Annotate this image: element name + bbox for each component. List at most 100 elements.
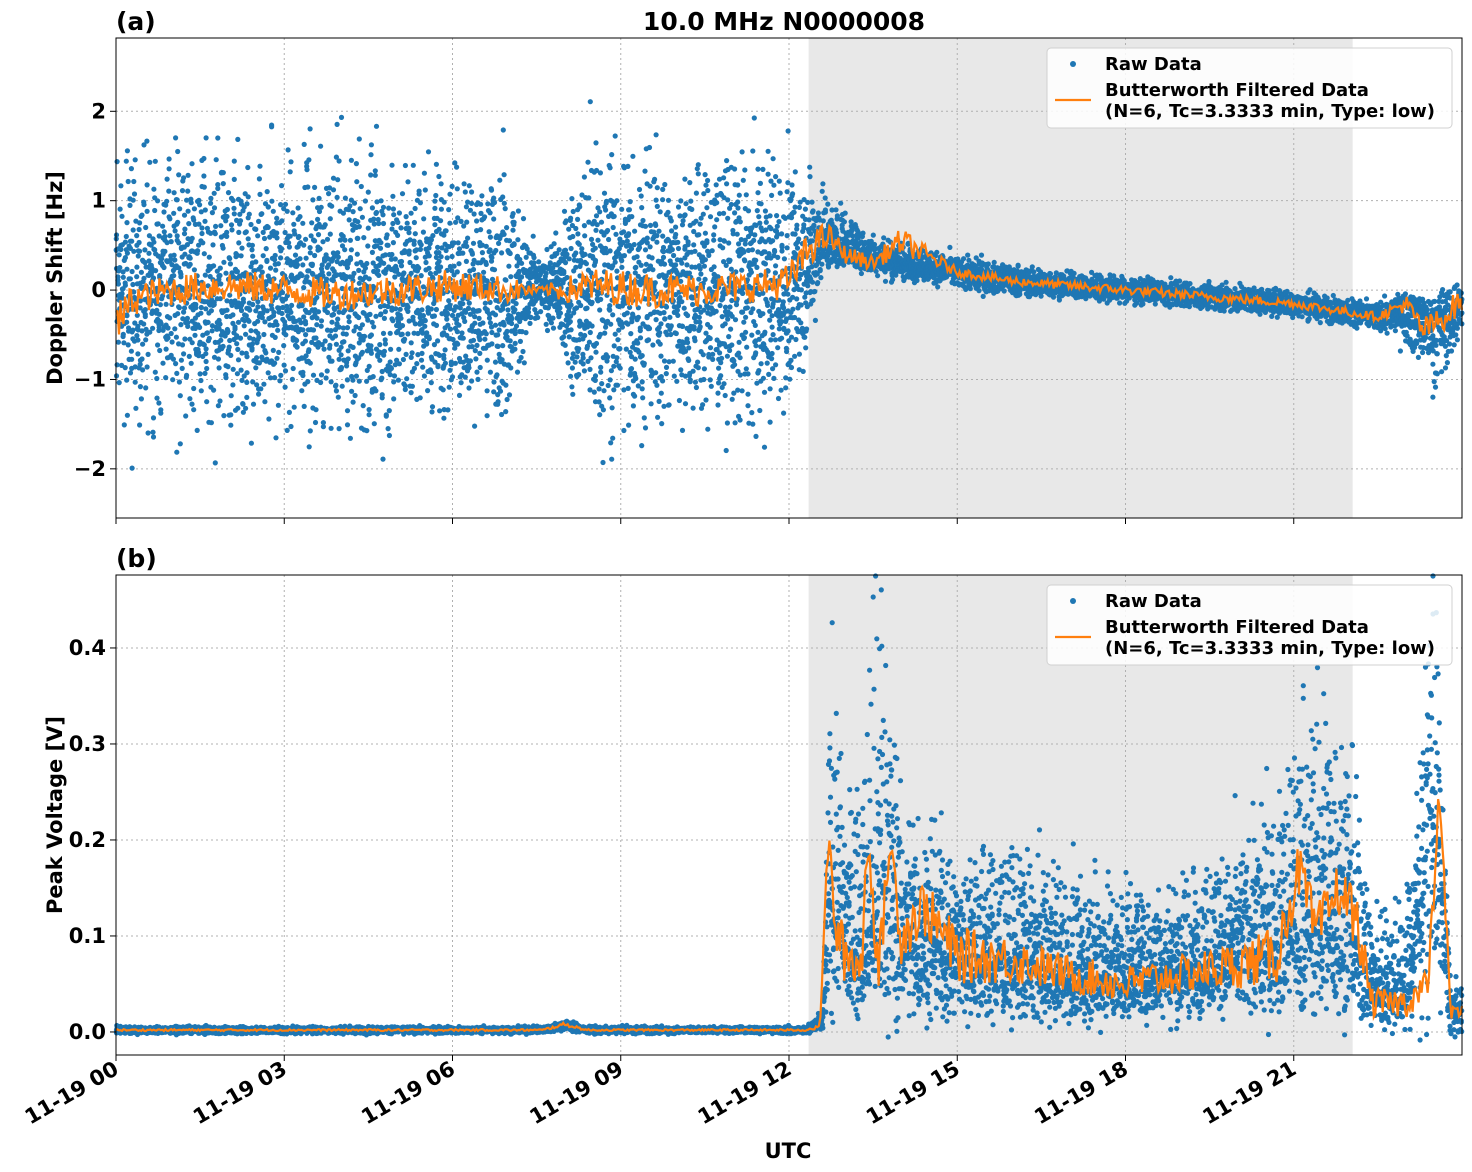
raw-data-point xyxy=(218,281,224,287)
raw-data-point xyxy=(553,230,559,236)
raw-data-point xyxy=(177,206,183,212)
raw-data-point xyxy=(630,153,636,159)
raw-data-point xyxy=(294,337,300,344)
raw-data-point xyxy=(304,167,310,173)
raw-data-point xyxy=(456,246,463,252)
raw-data-point xyxy=(436,226,442,232)
raw-data-point xyxy=(265,370,271,376)
raw-data-point xyxy=(487,234,493,240)
raw-data-point xyxy=(230,312,236,318)
raw-data-point xyxy=(625,163,631,169)
raw-data-point xyxy=(673,330,679,337)
raw-data-point xyxy=(168,330,174,337)
raw-data-point xyxy=(858,270,865,277)
raw-data-point xyxy=(254,355,260,361)
raw-data-point xyxy=(262,319,268,325)
raw-data-point xyxy=(246,318,252,324)
raw-data-point xyxy=(692,248,698,254)
raw-data-point xyxy=(235,357,242,363)
raw-data-point xyxy=(513,301,519,307)
raw-data-point xyxy=(491,267,498,273)
raw-data-point xyxy=(742,167,748,173)
raw-data-point xyxy=(142,307,148,313)
raw-data-point xyxy=(467,358,473,364)
raw-data-point xyxy=(727,347,733,354)
raw-data-point xyxy=(724,181,730,187)
raw-data-point xyxy=(499,357,505,363)
raw-data-point xyxy=(809,279,816,285)
raw-data-point xyxy=(793,336,799,343)
raw-data-point xyxy=(355,219,361,225)
raw-data-point xyxy=(405,331,411,337)
raw-data-point xyxy=(361,333,368,339)
raw-data-point xyxy=(403,351,409,357)
raw-data-point xyxy=(603,207,609,213)
raw-data-point xyxy=(725,215,731,221)
raw-data-point xyxy=(168,256,174,263)
raw-data-point xyxy=(619,258,625,264)
raw-data-point xyxy=(208,420,214,426)
raw-data-point xyxy=(745,371,751,377)
raw-data-point xyxy=(715,390,721,396)
raw-data-point xyxy=(230,197,236,204)
raw-data-point xyxy=(134,333,140,339)
raw-data-point xyxy=(762,208,769,214)
raw-data-point xyxy=(460,301,466,307)
raw-data-point xyxy=(575,231,581,237)
raw-data-point xyxy=(725,316,731,322)
raw-data-point xyxy=(523,330,529,336)
raw-data-point xyxy=(661,358,668,364)
raw-data-point xyxy=(527,320,533,326)
raw-data-point xyxy=(788,357,794,363)
raw-data-point xyxy=(253,259,259,265)
raw-data-point xyxy=(244,370,250,376)
raw-data-point xyxy=(202,218,208,224)
raw-data-point xyxy=(684,262,690,268)
raw-data-point xyxy=(195,248,201,254)
raw-data-point xyxy=(382,309,388,315)
raw-data-point xyxy=(882,278,889,284)
raw-data-point xyxy=(686,345,692,351)
raw-data-point xyxy=(281,343,287,349)
raw-data-point xyxy=(758,201,764,207)
raw-data-point xyxy=(350,209,356,215)
raw-data-point xyxy=(757,407,763,414)
raw-data-point xyxy=(181,305,188,311)
raw-data-point xyxy=(769,356,775,362)
raw-data-point xyxy=(184,197,190,203)
raw-data-point xyxy=(754,264,760,270)
raw-data-point xyxy=(152,158,158,164)
raw-data-point xyxy=(297,214,303,220)
raw-data-point xyxy=(674,307,681,313)
raw-data-point xyxy=(729,342,735,348)
raw-data-point xyxy=(421,373,427,379)
raw-data-point xyxy=(154,375,160,382)
raw-data-point xyxy=(174,197,180,203)
raw-data-point xyxy=(138,269,144,275)
raw-data-point xyxy=(774,213,780,219)
raw-data-point xyxy=(536,259,542,265)
raw-data-point xyxy=(709,248,715,254)
raw-data-point xyxy=(794,222,800,228)
raw-data-point xyxy=(503,382,509,388)
raw-data-point xyxy=(307,245,313,251)
raw-data-point xyxy=(173,135,179,141)
raw-data-point xyxy=(425,149,432,155)
raw-data-point xyxy=(610,312,616,318)
raw-data-point xyxy=(607,377,613,383)
raw-data-point xyxy=(327,342,333,348)
raw-data-point xyxy=(177,393,183,399)
raw-data-point xyxy=(607,165,613,171)
raw-data-point xyxy=(417,246,423,252)
raw-data-point xyxy=(711,237,717,243)
raw-data-point xyxy=(426,265,432,271)
raw-data-point xyxy=(570,391,576,397)
raw-data-point xyxy=(593,140,599,146)
raw-data-point xyxy=(706,252,712,258)
raw-data-point xyxy=(796,351,803,357)
raw-data-point xyxy=(411,219,417,226)
raw-data-point xyxy=(137,248,143,254)
raw-data-point xyxy=(272,252,278,259)
raw-data-point xyxy=(239,377,245,383)
raw-data-point xyxy=(645,337,652,343)
